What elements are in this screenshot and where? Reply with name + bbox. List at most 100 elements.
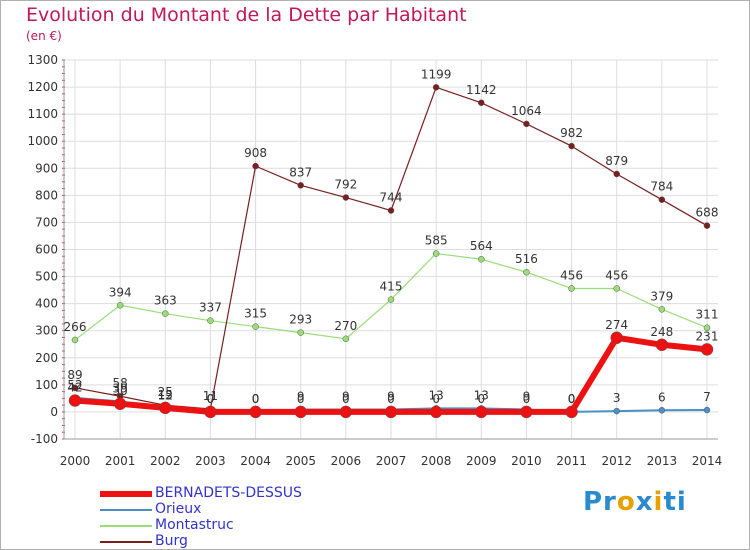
- x-tick-label: 2005: [285, 454, 316, 468]
- y-tick-label: 1000: [27, 134, 58, 148]
- y-tick-label: -100: [31, 432, 58, 446]
- legend-label-montastruc: Montastruc: [155, 517, 234, 533]
- data-label-burg: 1142: [466, 83, 497, 97]
- data-label-bernadets-dessus: 15: [158, 388, 173, 402]
- data-label-montastruc: 415: [380, 280, 403, 294]
- data-label-burg: 1064: [511, 104, 542, 118]
- logo-part: o: [616, 487, 636, 517]
- legend-item-orieux: Orieux: [100, 501, 360, 518]
- data-label-montastruc: 456: [560, 268, 583, 282]
- data-label-bernadets-dessus: 0: [342, 392, 350, 406]
- data-label-montastruc: 293: [289, 313, 312, 327]
- legend-swatch-montastruc: [100, 525, 152, 527]
- x-tick-label: 2003: [195, 454, 226, 468]
- data-label-montastruc: 270: [334, 319, 357, 333]
- point-bernadets-dessus: [565, 405, 578, 419]
- point-burg: [71, 384, 79, 392]
- y-tick-label: 400: [35, 297, 58, 311]
- data-label-montastruc: 379: [650, 289, 673, 303]
- data-label-burg: 982: [560, 126, 583, 140]
- y-tick-label: 700: [35, 215, 58, 229]
- y-tick-label: 500: [35, 270, 58, 284]
- y-tick-label: 1200: [27, 80, 58, 94]
- data-label-bernadets-dessus: 0: [252, 392, 260, 406]
- point-burg: [658, 196, 666, 203]
- data-label-montastruc: 266: [64, 320, 87, 334]
- legend-label-burg: Burg: [155, 533, 188, 549]
- data-label-bernadets-dessus: 30: [113, 384, 128, 398]
- x-tick-label: 2004: [240, 454, 271, 468]
- data-label-orieux: 0: [568, 392, 576, 406]
- legend-item-montastruc: Montastruc: [100, 517, 360, 534]
- data-label-montastruc: 363: [154, 294, 177, 308]
- x-tick-label: 2011: [556, 454, 587, 468]
- point-montastruc: [432, 250, 440, 257]
- point-burg: [297, 182, 304, 189]
- data-label-bernadets-dessus: 0: [523, 392, 531, 406]
- data-label-burg: 1199: [421, 67, 452, 81]
- x-tick-label: 2002: [150, 454, 181, 468]
- point-bernadets-dessus: [475, 405, 488, 419]
- point-bernadets-dessus: [339, 405, 353, 419]
- data-label-burg: 11: [203, 389, 218, 403]
- data-label-montastruc: 337: [199, 301, 222, 315]
- point-montastruc: [568, 285, 575, 292]
- point-bernadets-dessus: [204, 405, 217, 419]
- y-tick-label: 100: [35, 378, 58, 392]
- x-tick-label: 2010: [511, 454, 542, 468]
- data-label-burg: 25: [158, 385, 173, 399]
- data-label-orieux: 9: [387, 389, 395, 403]
- data-label-bernadets-dessus: 248: [650, 325, 673, 339]
- data-label-bernadets-dessus: 0: [207, 392, 215, 406]
- data-label-bernadets-dessus: 0: [297, 392, 305, 406]
- y-tick-label: 1300: [27, 53, 58, 67]
- logo-part: i: [653, 487, 664, 517]
- legend-swatch-orieux: [100, 509, 152, 511]
- data-label-orieux: 6: [658, 390, 666, 404]
- data-label-orieux: 0: [207, 392, 215, 406]
- data-label-montastruc: 311: [696, 308, 719, 322]
- x-tick-label: 2001: [105, 454, 136, 468]
- y-tick-label: 600: [35, 243, 58, 257]
- logo-part: x: [635, 487, 654, 517]
- point-bernadets-dessus: [520, 405, 533, 419]
- point-montastruc: [71, 336, 79, 344]
- x-tick-label: 2006: [331, 454, 362, 468]
- point-bernadets-dessus: [429, 405, 443, 419]
- point-bernadets-dessus: [249, 405, 262, 419]
- point-burg: [613, 170, 620, 178]
- point-bernadets-dessus: [68, 394, 82, 407]
- chart-unit: (en €): [26, 29, 62, 43]
- logo-part: ti: [663, 487, 687, 517]
- point-montastruc: [116, 302, 124, 309]
- x-tick-label: 2014: [692, 454, 723, 468]
- point-bernadets-dessus: [113, 397, 127, 411]
- y-tick-label: 300: [35, 324, 58, 338]
- data-label-orieux: 52: [67, 378, 82, 392]
- data-label-burg: 784: [650, 180, 673, 194]
- point-bernadets-dessus: [700, 343, 714, 356]
- point-orieux: [613, 407, 620, 415]
- point-montastruc: [297, 329, 304, 336]
- data-label-burg: 908: [244, 146, 267, 160]
- data-label-burg: 89: [67, 368, 82, 382]
- legend-item-bernadets-dessus: BERNADETS-DESSUS: [100, 485, 360, 502]
- point-burg: [432, 84, 440, 91]
- data-label-montastruc: 516: [515, 252, 538, 266]
- data-label-orieux: 39: [113, 381, 128, 395]
- point-bernadets-dessus: [294, 405, 307, 419]
- data-label-orieux: 13: [474, 388, 489, 402]
- legend-label-orieux: Orieux: [155, 501, 202, 517]
- x-tick-label: 2000: [60, 454, 91, 468]
- data-label-orieux: 9: [523, 389, 531, 403]
- x-tick-label: 2007: [376, 454, 407, 468]
- data-label-orieux: 9: [297, 389, 305, 403]
- data-label-orieux: 12: [158, 389, 173, 403]
- point-orieux: [703, 406, 711, 414]
- data-label-orieux: 3: [613, 391, 621, 405]
- point-burg: [342, 194, 350, 201]
- point-montastruc: [207, 317, 214, 324]
- data-label-orieux: 7: [703, 390, 711, 404]
- point-bernadets-dessus: [159, 401, 172, 415]
